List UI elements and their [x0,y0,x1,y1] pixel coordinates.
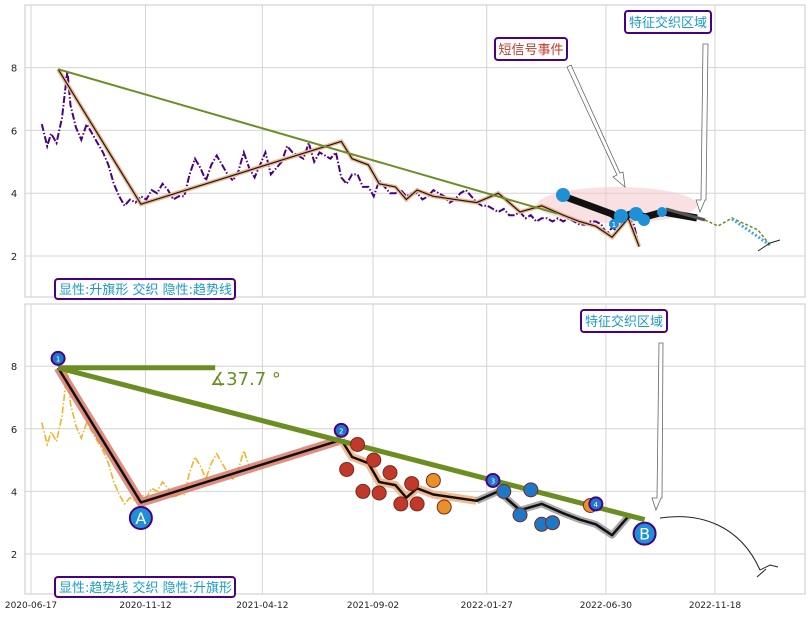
bottom-pattern-label: 显性:趋势线 交织 隐性:升旗形 [59,580,232,596]
bottom-signal-dot [409,496,425,512]
top-event-dot [556,188,570,202]
top-marker-1-label: 1 [612,221,616,229]
top-feature-annotation: 特征交织区域 [624,10,712,214]
bottom-signal-dot [545,515,561,531]
bottom-numbered-marker [333,422,349,438]
x-tick-label: 2022-06-30 [580,601,633,611]
top-short-signal-arrow [566,64,626,188]
top-zigzag-line [57,68,640,247]
bottom-numbered-marker-label: 1 [56,355,60,363]
bottom-numbered-marker-label: 2 [339,427,343,435]
bottom-point-label: A [135,509,146,528]
bottom-signal-dot [436,499,452,515]
bottom-numbered-marker-label: 3 [491,477,495,485]
top-event-tail [665,207,706,222]
bottom-projection-tick [756,568,767,578]
bottom-angle-label: ∡37.7 ° [210,369,281,390]
bottom-y-tick-label: 6 [11,425,17,436]
bottom-signal-dot [512,507,528,523]
top-marker-1 [609,219,619,229]
bottom-signal-dot [404,476,420,492]
x-tick-label: 2020-06-17 [5,601,57,611]
bottom-signal-dot [523,482,539,498]
top-panel-frame [24,4,806,298]
bottom-y-tick-label: 2 [11,550,17,561]
x-tick-label: 2020-11-12 [119,601,171,611]
bottom-numbered-marker-label: 4 [594,501,599,509]
bottom-panel-frame [24,303,806,595]
bottom-signal-dot [371,485,387,501]
bottom-signal-dot [355,483,371,499]
bottom-y-tick-label: 4 [11,487,17,498]
bottom-signal-dot [496,483,512,499]
bottom-zigzag-line [57,367,630,537]
top-trendline [57,68,558,215]
top-event-dot [657,207,667,217]
top-projection [704,217,771,246]
top-feature-arrow [695,43,709,214]
top-y-tick-label: 6 [11,126,17,137]
x-tick-label: 2021-09-02 [347,601,399,611]
bottom-signal-dot [425,472,441,488]
bottom-y-tick-label: 8 [11,362,17,373]
top-event-dot [614,209,628,223]
top-pattern-label: 显性:升旗形 交织 隐性:趋势线 [59,282,232,298]
x-tick-label: 2022-11-18 [689,601,742,611]
bottom-numbered-marker [588,496,604,512]
bottom-signal-dot [382,465,398,481]
top-event-dot [638,214,650,226]
bottom-signal-dot [350,436,366,452]
bottom-signal-dot [366,452,382,468]
bottom-signal-dot [393,496,409,512]
bottom-point-a [128,506,153,531]
bottom-feature-arrow [651,342,664,512]
top-short-signal-label: 短信号事件 [498,43,563,58]
bottom-projection [659,516,779,571]
bottom-point-label: B [639,525,650,544]
bottom-price-line [41,369,250,506]
bottom-pattern-annotation: 显性:趋势线 交织 隐性:升旗形 [54,576,236,598]
bottom-numbered-marker [485,472,501,488]
bottom-point-b [632,521,657,546]
top-projection-end [757,239,781,252]
bottom-feature-label: 特征交织区域 [585,314,663,330]
bottom-signal-dot [339,461,355,477]
top-short-signal-annotation: 短信号事件 [494,37,626,188]
top-feature-label: 特征交织区域 [629,15,707,31]
x-tick-label: 2022-01-27 [461,601,513,611]
x-tick-label: 2021-04-12 [236,601,288,611]
top-pattern-annotation: 显性:升旗形 交织 隐性:趋势线 [54,278,236,300]
top-y-tick-label: 8 [11,64,17,75]
bottom-numbered-marker [50,350,66,366]
top-y-tick-label: 2 [11,252,17,263]
top-y-tick-label: 4 [11,189,17,200]
bottom-feature-annotation: 特征交织区域 [580,309,668,512]
